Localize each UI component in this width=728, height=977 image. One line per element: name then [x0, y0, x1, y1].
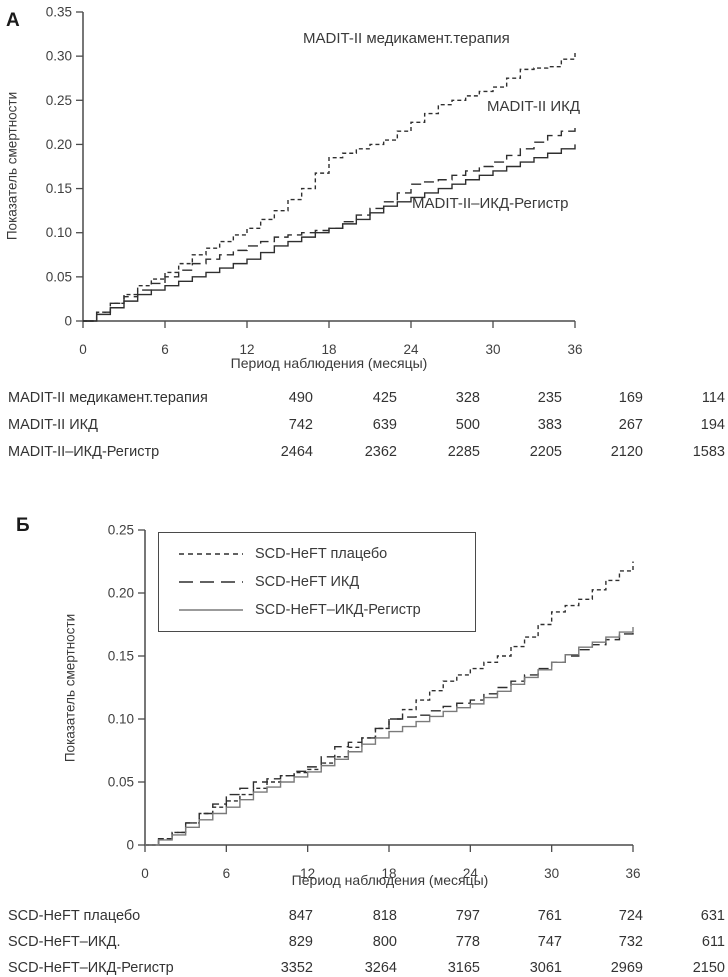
x-tick-label: 6: [161, 342, 169, 357]
at-risk-count: 829: [288, 934, 313, 950]
y-tick-label: 0.25: [46, 93, 72, 108]
at-risk-count: 800: [372, 934, 397, 950]
at-risk-count: 2205: [529, 444, 562, 460]
y-tick-label: 0.35: [46, 5, 72, 20]
y-tick-label: 0.10: [46, 225, 72, 240]
legend-line-sample-icon: [179, 581, 243, 583]
series-a-0: [83, 51, 576, 322]
at-risk-count: 267: [618, 417, 643, 433]
at-risk-count: 2150: [692, 960, 725, 976]
at-risk-count: 235: [537, 390, 562, 406]
at-risk-count: 3061: [529, 960, 562, 976]
y-tick-label: 0: [64, 314, 72, 329]
at-risk-count: 2362: [364, 444, 397, 460]
at-risk-row-label: SCD-HeFT плацебо: [8, 908, 141, 924]
y-tick-label: 0.25: [108, 523, 134, 538]
at-risk-count: 490: [288, 390, 313, 406]
curve-label-madit2-icd-registry: MADIT-II–ИКД-Регистр: [412, 195, 569, 212]
series-b-2: [145, 627, 634, 846]
at-risk-count: 639: [372, 417, 397, 433]
legend-entry: SCD-HeFT ИКД: [179, 571, 467, 593]
y-tick-label: 0.20: [46, 137, 72, 152]
x-tick-label: 12: [300, 866, 315, 881]
legend-entry: SCD-HeFT–ИКД-Регистр: [179, 599, 467, 621]
at-risk-count: 169: [618, 390, 643, 406]
at-risk-count: 761: [537, 908, 562, 924]
legend-entry-label: SCD-HeFT ИКД: [255, 574, 360, 590]
series-b-0: [145, 561, 634, 846]
panel-b-y-axis-label: Показатель смертности: [62, 613, 78, 763]
x-tick-label: 12: [239, 342, 254, 357]
at-risk-row-label: MADIT-II ИКД: [8, 417, 98, 433]
at-risk-count: 847: [288, 908, 313, 924]
at-risk-count: 742: [288, 417, 313, 433]
y-tick-label: 0.20: [108, 586, 134, 601]
legend-entry: SCD-HeFT плацебо: [179, 543, 467, 565]
x-tick-label: 24: [463, 866, 479, 881]
at-risk-count: 3352: [280, 960, 313, 976]
at-risk-count: 3165: [447, 960, 480, 976]
at-risk-count: 818: [372, 908, 397, 924]
panel-b-x-axis-label: Период наблюдения (месяцы): [291, 872, 489, 888]
at-risk-count: 383: [537, 417, 562, 433]
x-tick-label: 24: [403, 342, 419, 357]
at-risk-count: 631: [700, 908, 725, 924]
x-tick-label: 36: [625, 866, 640, 881]
at-risk-count: 2464: [280, 444, 313, 460]
at-risk-count: 425: [372, 390, 397, 406]
x-tick-label: 30: [544, 866, 559, 881]
at-risk-count: 2969: [610, 960, 643, 976]
panel-a-letter: А: [6, 10, 20, 31]
y-tick-label: 0.30: [46, 49, 72, 64]
at-risk-count: 724: [618, 908, 643, 924]
y-tick-label: 0.15: [108, 649, 134, 664]
at-risk-count: 194: [700, 417, 725, 433]
at-risk-count: 797: [455, 908, 480, 924]
at-risk-row-label: MADIT-II медикамент.терапия: [8, 390, 208, 406]
at-risk-count: 732: [618, 934, 643, 950]
y-tick-label: 0.10: [108, 712, 134, 727]
series-a-2: [83, 144, 576, 322]
y-tick-label: 0.05: [46, 269, 72, 284]
at-risk-count: 328: [455, 390, 480, 406]
at-risk-count: 1583: [692, 444, 725, 460]
x-tick-label: 36: [567, 342, 582, 357]
at-risk-row-label: SCD-HeFT–ИКД.: [8, 934, 121, 950]
y-tick-label: 0.05: [108, 775, 134, 790]
at-risk-count: 747: [537, 934, 562, 950]
at-risk-count: 611: [701, 934, 725, 950]
at-risk-count: 500: [455, 417, 480, 433]
y-tick-label: 0: [126, 838, 134, 853]
panel-a-x-axis-label: Период наблюдения (месяцы): [230, 355, 428, 371]
at-risk-count: 3264: [364, 960, 397, 976]
at-risk-count: 2120: [610, 444, 643, 460]
curve-label-madit2-icd: MADIT-II ИКД: [487, 98, 581, 115]
at-risk-count: 114: [701, 390, 725, 406]
series-a-1: [83, 126, 576, 322]
panel-b-letter: Б: [16, 515, 30, 536]
curve-label-madit2-medical-therapy: MADIT-II медикамент.терапия: [303, 30, 510, 47]
x-tick-label: 30: [485, 342, 500, 357]
at-risk-count: 778: [455, 934, 480, 950]
at-risk-row-label: MADIT-II–ИКД-Регистр: [8, 444, 160, 460]
x-tick-label: 6: [223, 866, 231, 881]
x-tick-label: 18: [381, 866, 396, 881]
x-tick-label: 0: [79, 342, 87, 357]
panel-a-y-axis-label: Показатель смертности: [4, 91, 20, 241]
x-tick-label: 0: [141, 866, 149, 881]
panel-b-legend: SCD-HeFT плацебо SCD-HeFT ИКД SCD-HeFT–ИКД…: [158, 532, 476, 632]
legend-line-sample-icon: [179, 553, 243, 555]
x-tick-label: 18: [321, 342, 336, 357]
legend-entry-label: SCD-HeFT плацебо: [255, 546, 388, 562]
legend-entry-label: SCD-HeFT–ИКД-Регистр: [255, 602, 421, 618]
y-tick-label: 0.15: [46, 181, 72, 196]
legend-line-sample-icon: [179, 609, 243, 611]
at-risk-row-label: SCD-HeFT–ИКД-Регистр: [8, 960, 174, 976]
at-risk-count: 2285: [447, 444, 480, 460]
